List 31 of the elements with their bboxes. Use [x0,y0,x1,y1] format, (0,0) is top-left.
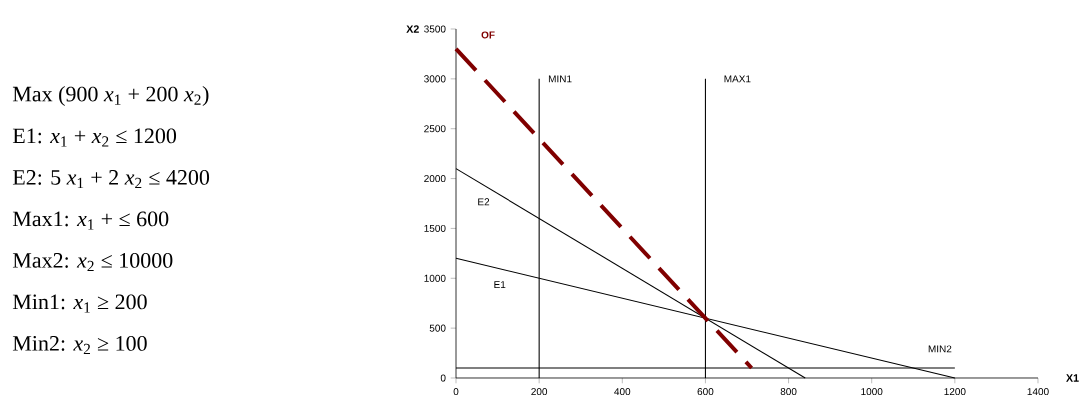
series-label: MIN2 [928,345,952,353]
y-tick-label: 2500 [424,125,446,133]
x-tick-label: 600 [697,388,714,396]
series-label: MIN1 [548,75,572,83]
text: Max2: x$_{2}$ ≤ 10000 [12,252,173,272]
y-tick-label: 2000 [424,175,446,183]
y-tick-label: 500 [429,324,446,332]
y-tick-label: 3000 [424,75,446,83]
y-tick-label: 1500 [424,224,446,232]
series-label: MAX1 [724,75,751,83]
x-tick-label: 400 [614,388,631,396]
y-tick-label: 0 [440,374,446,382]
y-tick-label: 1000 [424,274,446,282]
text: E2: 5 x$_{1}$ + 2 x$_{2}$ ≤ 4200 [12,169,210,189]
x-axis-title: X1 [1066,374,1079,382]
text: OF [481,31,495,39]
text: Max1: x$_{1}$ + ≤ 600 [12,211,169,230]
series-label: E2 [478,198,490,206]
y-axis-title: X2 [406,25,419,33]
x-tick-label: 0 [453,388,459,396]
x-tick-label: 200 [531,388,548,396]
x-tick-label: 800 [780,388,797,396]
text: E1: x$_{1}$ + x$_{2}$ ≤ 1200 [12,128,177,147]
text: Max (900 x$_{1}$ + 200 x$_{2}$) [12,86,209,106]
series-label: E1 [494,281,506,289]
text: Min2: x$_{2}$ ≥ 100 [12,335,147,355]
x-tick-label: 1000 [861,388,883,396]
y-tick-label: 3500 [424,25,446,33]
text: Min1: x$_{1}$ ≥ 200 [12,294,147,313]
x-tick-label: 1200 [944,388,966,396]
x-tick-label: 1400 [1027,388,1049,396]
